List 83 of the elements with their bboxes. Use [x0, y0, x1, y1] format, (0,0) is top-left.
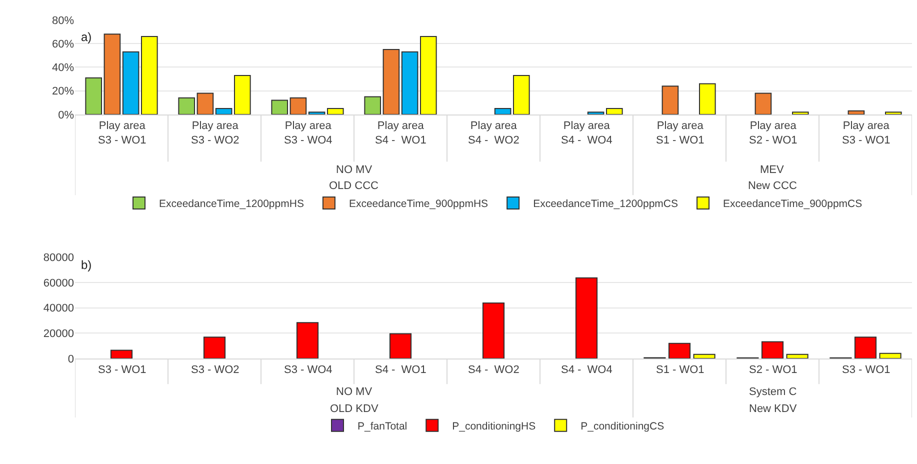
text: NO MV	[336, 164, 373, 176]
text: MEV	[760, 164, 784, 176]
y-tick-label: 60000	[43, 277, 74, 290]
bar	[761, 341, 784, 359]
x-tick-label: S4 - WO2	[468, 364, 520, 376]
y-tick-label: 40000	[43, 302, 74, 315]
bar	[215, 108, 232, 114]
bar	[879, 352, 902, 359]
bar	[178, 97, 196, 114]
x-tick-label: Play area S2 - WO1	[749, 120, 798, 146]
bar	[122, 51, 140, 114]
text: OLD CCC	[329, 180, 379, 192]
bar	[513, 74, 530, 114]
y-tick-label: 80000	[43, 252, 74, 264]
bar	[271, 100, 288, 114]
bar	[290, 97, 307, 114]
legend-label: ExceedanceTime_900ppmHS	[348, 198, 488, 210]
legend-label: ExceedanceTime_900ppmCS	[723, 198, 862, 210]
text: OLD KDV	[330, 403, 379, 415]
bar	[693, 354, 716, 359]
x-tick-label: Play area S3 - WO1	[98, 120, 146, 146]
bar	[854, 336, 877, 359]
bar	[308, 112, 326, 114]
y-tick-label: 20%	[52, 86, 74, 98]
x-tick-label: S1 - WO1	[656, 364, 704, 376]
x-tick-label: Play area S4 - WO4	[561, 120, 612, 146]
y-tick-label: 0	[68, 353, 74, 366]
bar	[587, 112, 604, 114]
bar	[104, 34, 121, 114]
bar	[196, 92, 214, 114]
text: NO MV	[336, 386, 373, 398]
x-tick-label: Play area S3 - WO4	[284, 120, 332, 146]
x-tick-label: Play area S3 - WO1	[842, 120, 890, 146]
bar	[482, 302, 505, 359]
text: New CCC	[748, 180, 797, 192]
bar	[326, 108, 344, 114]
bar	[699, 83, 716, 114]
bar	[141, 36, 158, 114]
y-tick-label: 40%	[52, 62, 74, 74]
bar	[792, 112, 809, 114]
x-tick-label: Play area S1 - WO1	[656, 120, 704, 146]
bar	[110, 350, 133, 359]
bar	[606, 108, 623, 114]
bar	[382, 48, 400, 114]
x-tick-label: S4 - WO1	[375, 364, 426, 376]
bar	[494, 108, 512, 114]
bar	[575, 277, 598, 359]
x-tick-label: Play area S4 - WO2	[468, 120, 520, 146]
legend-label: P_fanTotal	[358, 420, 408, 433]
y-tick-label: 60%	[52, 38, 74, 50]
x-tick-label: S4 - WO4	[561, 364, 612, 376]
y-tick-label: 20000	[43, 328, 74, 340]
bar	[668, 342, 691, 359]
bar	[848, 110, 865, 114]
legend-label: P_conditioningCS	[580, 420, 664, 433]
annotation: b)	[81, 258, 92, 272]
y-tick-label: 80%	[52, 14, 74, 27]
legend-label: ExceedanceTime_1200ppmHS	[159, 198, 304, 210]
bar	[420, 36, 437, 114]
x-tick-label: S3 - WO2	[191, 364, 240, 376]
bar	[85, 77, 102, 114]
legend-label: P_conditioningHS	[452, 420, 536, 433]
x-tick-label: S3 - WO4	[284, 364, 332, 376]
bar	[662, 86, 679, 114]
x-tick-label: S2 - WO1	[749, 364, 798, 376]
x-tick-label: Play area S3 - WO2	[191, 120, 240, 146]
y-tick-label: 0%	[58, 109, 74, 122]
bar	[234, 74, 251, 114]
bar	[203, 336, 226, 359]
bar	[401, 51, 418, 114]
bar	[754, 92, 772, 114]
text: System C	[749, 386, 797, 398]
x-tick-label: S3 - WO1	[842, 364, 890, 376]
x-tick-label: S3 - WO1	[98, 364, 146, 376]
bar	[364, 96, 382, 114]
text: New KDV	[749, 403, 798, 415]
bar	[296, 322, 319, 359]
legend-label: ExceedanceTime_1200ppmCS	[533, 198, 678, 210]
x-tick-label: Play area S4 - WO1	[375, 120, 426, 146]
bar	[786, 354, 808, 359]
bar	[885, 112, 902, 114]
annotation: a)	[81, 30, 92, 44]
bar	[389, 333, 412, 359]
